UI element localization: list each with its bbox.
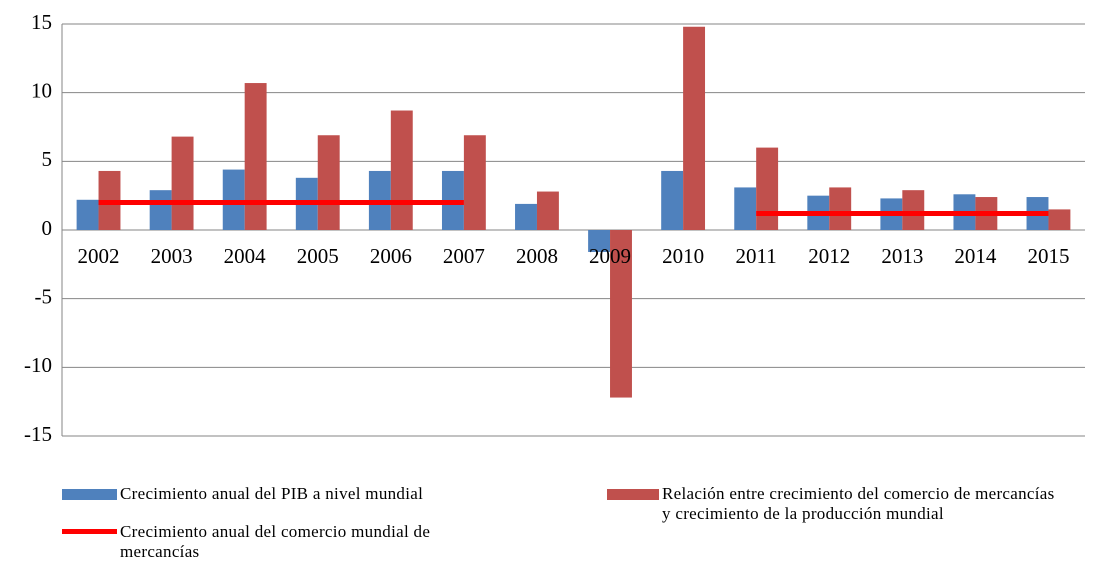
- x-tick-label: 2014: [954, 244, 997, 268]
- x-tick-label: 2015: [1027, 244, 1069, 268]
- legend-swatch: [62, 529, 117, 534]
- x-tick-label: 2007: [443, 244, 485, 268]
- bar: [588, 230, 611, 252]
- y-tick-label: 5: [42, 147, 53, 171]
- bar: [536, 191, 559, 230]
- bar: [149, 190, 172, 230]
- bar: [76, 199, 99, 230]
- bar: [390, 110, 413, 230]
- legend-label: Relación entre crecimiento del comercio …: [662, 484, 1055, 523]
- bar: [222, 169, 245, 230]
- bar: [829, 187, 852, 230]
- y-tick-label: 15: [31, 10, 52, 34]
- legend-swatch: [607, 489, 659, 500]
- bar: [244, 83, 267, 230]
- bar: [515, 203, 537, 230]
- y-tick-label: 0: [42, 216, 53, 240]
- x-tick-label: 2013: [881, 244, 923, 268]
- x-tick-label: 2010: [662, 244, 704, 268]
- x-tick-label: 2004: [224, 244, 267, 268]
- bar: [171, 136, 194, 230]
- x-tick-label: 2002: [78, 244, 120, 268]
- y-tick-label: -15: [24, 422, 52, 446]
- x-tick-label: 2005: [297, 244, 339, 268]
- bar: [661, 170, 684, 230]
- x-tick-label: 2011: [736, 244, 777, 268]
- bar: [463, 135, 486, 230]
- bar: [317, 135, 340, 230]
- x-tick-label: 2009: [589, 244, 631, 268]
- bar: [610, 230, 632, 398]
- legend-swatch: [62, 489, 117, 500]
- bar: [734, 187, 757, 230]
- legend-label: Crecimiento anual del PIB a nivel mundia…: [120, 484, 424, 503]
- x-tick-label: 2008: [516, 244, 558, 268]
- legend-label: Crecimiento anual del comercio mundial d…: [120, 522, 431, 561]
- bar: [902, 190, 925, 230]
- x-tick-label: 2003: [151, 244, 193, 268]
- y-tick-label: -10: [24, 353, 52, 377]
- x-tick-label: 2012: [808, 244, 850, 268]
- x-tick-label: 2006: [370, 244, 412, 268]
- bar: [683, 26, 706, 230]
- bar: [1048, 209, 1071, 230]
- y-tick-label: -5: [35, 284, 53, 308]
- y-tick-label: 10: [31, 78, 52, 102]
- bar: [756, 147, 779, 230]
